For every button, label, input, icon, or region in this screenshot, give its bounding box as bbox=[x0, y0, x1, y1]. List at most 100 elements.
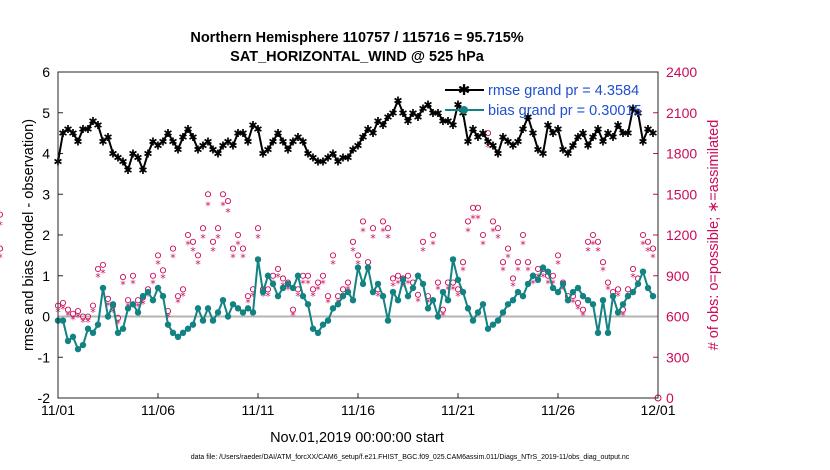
left-tick-label: 1 bbox=[42, 268, 50, 284]
right-tick-label: 2100 bbox=[666, 105, 697, 121]
series-bias-point bbox=[374, 280, 382, 288]
obs-assimilated-marker: * bbox=[555, 258, 561, 271]
obs-assimilated-marker: * bbox=[190, 245, 196, 258]
obs-assimilated-marker: * bbox=[615, 290, 621, 303]
series-bias-point bbox=[364, 264, 372, 271]
series-bias-point bbox=[144, 288, 152, 296]
series-rmse-point: ✱ bbox=[648, 127, 657, 140]
obs-assimilated-marker: * bbox=[140, 298, 146, 311]
obs-assimilated-marker: * bbox=[285, 284, 291, 297]
obs-assimilated-marker: * bbox=[150, 277, 156, 290]
right-tick-label: 1800 bbox=[666, 146, 697, 162]
series-bias-point bbox=[94, 321, 102, 328]
series-rmse-point: ✱ bbox=[528, 127, 537, 140]
obs-possible-marker bbox=[504, 245, 512, 252]
series-rmse-point: ✱ bbox=[93, 119, 102, 132]
series-bias-point bbox=[479, 301, 487, 308]
obs-assimilated-marker: * bbox=[495, 232, 501, 245]
series-rmse-point: ✱ bbox=[453, 99, 462, 112]
obs-assimilated-marker: * bbox=[355, 258, 361, 271]
series-rmse-point: ✱ bbox=[178, 131, 187, 144]
series-bias-point bbox=[174, 333, 182, 341]
series-bias-point bbox=[379, 292, 387, 300]
obs-assimilated-marker: * bbox=[225, 206, 231, 219]
obs-possible-marker bbox=[289, 306, 297, 313]
series-rmse-point: ✱ bbox=[443, 115, 452, 128]
obs-assimilated-markers: * * * * * * *** ** *** ** ******** ** ******* ***** **… bbox=[0, 141, 656, 330]
series-bias-point bbox=[224, 313, 232, 320]
chart-title: Northern Hemisphere 110757 / 115716 = 95… bbox=[190, 30, 523, 46]
obs-possible-marker bbox=[599, 259, 607, 266]
obs-assimilated-marker: * bbox=[65, 310, 71, 323]
series-rmse-point: ✱ bbox=[523, 111, 532, 124]
obs-possible-marker bbox=[554, 252, 562, 259]
obs-possible-marker bbox=[329, 252, 337, 259]
obs-assimilated-marker: * bbox=[70, 314, 76, 327]
obs-possible-marker bbox=[464, 218, 472, 225]
obs-assimilated-marker: * bbox=[180, 290, 186, 303]
series-bias-point bbox=[604, 329, 612, 336]
series-bias-point bbox=[304, 301, 312, 308]
right-tick-label: 900 bbox=[666, 268, 690, 284]
series-rmse-point: ✱ bbox=[558, 143, 567, 156]
obs-possible-marker bbox=[74, 308, 82, 315]
series-bias-point bbox=[494, 317, 502, 324]
obs-assimilated-marker: * bbox=[385, 232, 391, 245]
obs-assimilated-marker: * bbox=[250, 290, 256, 303]
obs-possible-marker bbox=[394, 272, 402, 279]
obs-assimilated-marker: * bbox=[100, 267, 106, 280]
series-bias-point bbox=[344, 288, 352, 296]
series-rmse-point: ✱ bbox=[258, 148, 267, 161]
series-rmse-point: ✱ bbox=[638, 135, 647, 148]
series-rmse-point: ✱ bbox=[548, 127, 557, 140]
obs-assimilated-marker: * bbox=[590, 238, 596, 251]
series-rmse-point: ✱ bbox=[248, 119, 257, 132]
series-bias-point bbox=[459, 288, 467, 296]
series-bias-point bbox=[269, 280, 277, 288]
obs-assimilated-marker: * bbox=[145, 290, 151, 303]
series-bias-point bbox=[199, 317, 207, 324]
obs-possible-marker bbox=[339, 286, 347, 293]
obs-possible-marker bbox=[69, 310, 77, 317]
series-rmse-point: ✱ bbox=[133, 152, 142, 165]
obs-possible-marker bbox=[84, 313, 92, 320]
series-rmse-point: ✱ bbox=[633, 107, 642, 120]
obs-assimilated-marker: * bbox=[110, 306, 116, 319]
obs-assimilated-marker: * bbox=[605, 284, 611, 297]
series-bias-point bbox=[219, 297, 227, 304]
series-rmse-point: ✱ bbox=[408, 107, 417, 120]
series-rmse-point: ✱ bbox=[598, 135, 607, 148]
obs-assimilated-marker: * bbox=[325, 297, 331, 310]
obs-assimilated-marker: * bbox=[490, 225, 496, 238]
series-bias-point bbox=[419, 280, 427, 288]
obs-assimilated-marker: * bbox=[160, 272, 166, 285]
series-bias-point bbox=[649, 292, 657, 300]
obs-assimilated-marker: * bbox=[520, 238, 526, 251]
obs-possible-marker bbox=[459, 259, 467, 266]
obs-possible-marker bbox=[304, 272, 312, 279]
series-rmse-point: ✱ bbox=[228, 139, 237, 152]
series-rmse-point: ✱ bbox=[88, 115, 97, 128]
series-rmse-point: ✱ bbox=[328, 148, 337, 161]
series-rmse-point: ✱ bbox=[538, 148, 547, 161]
series-rmse-point: ✱ bbox=[498, 131, 507, 144]
series-rmse-point: ✱ bbox=[383, 111, 392, 124]
obs-assimilated-marker: * bbox=[295, 290, 301, 303]
series-rmse-point: ✱ bbox=[303, 148, 312, 161]
obs-assimilated-marker: * bbox=[350, 245, 356, 258]
obs-assimilated-marker: * bbox=[210, 245, 216, 258]
series-bias-point bbox=[409, 284, 417, 292]
obs-assimilated-marker: * bbox=[400, 280, 406, 293]
obs-assimilated-marker: * bbox=[330, 258, 336, 271]
series-rmse-point: ✱ bbox=[208, 143, 217, 156]
series-bias-point bbox=[414, 272, 422, 279]
series-rmse-point: ✱ bbox=[568, 139, 577, 152]
obs-possible-marker bbox=[489, 218, 497, 225]
series-bias-point bbox=[204, 305, 212, 312]
series-bias-point bbox=[579, 292, 587, 300]
obs-possible-marker bbox=[219, 191, 227, 198]
series-rmse-point: ✱ bbox=[118, 156, 127, 169]
legend-bias-label: bias grand pr = 0.30015 bbox=[488, 103, 642, 119]
obs-assimilated-marker: * bbox=[390, 280, 396, 293]
